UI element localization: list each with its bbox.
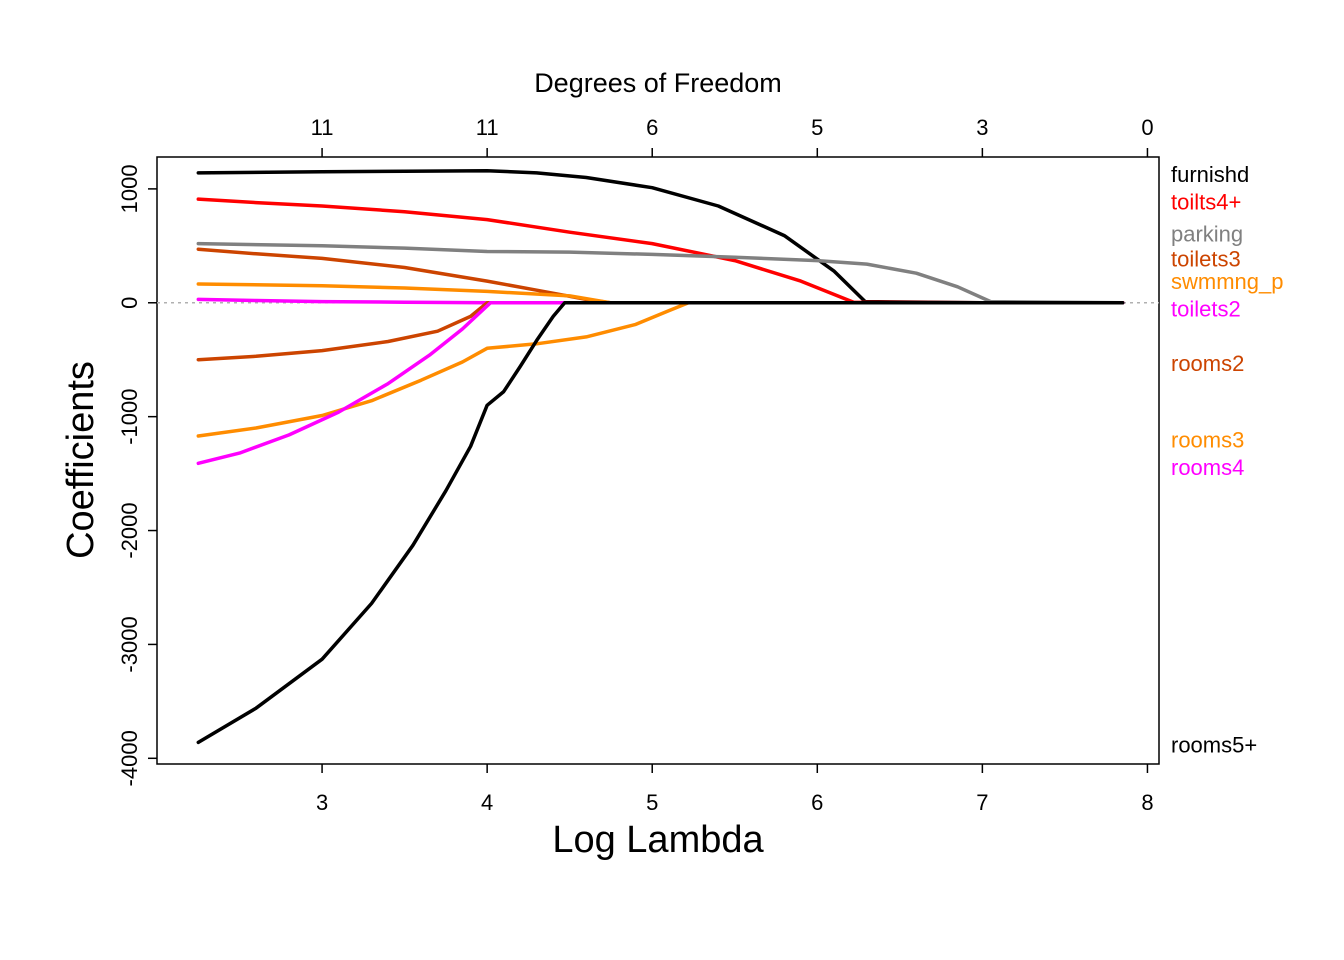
series-label-rooms2: rooms2 bbox=[1171, 351, 1244, 376]
series-label-rooms3: rooms3 bbox=[1171, 427, 1244, 452]
series-line-toilets3 bbox=[196, 247, 1125, 305]
top-tick-label: 11 bbox=[311, 115, 334, 140]
top-tick-label: 3 bbox=[976, 115, 988, 140]
series-label-toilets2: toilets2 bbox=[1171, 296, 1241, 321]
y-tick-label: 1000 bbox=[117, 164, 142, 213]
x-tick-label: 8 bbox=[1141, 790, 1153, 815]
series-label-toilts4-: toilts4+ bbox=[1171, 189, 1241, 214]
series-line-furnishd bbox=[196, 168, 1125, 305]
y-axis-title: Coefficients bbox=[60, 361, 102, 559]
x-tick-label: 5 bbox=[646, 790, 658, 815]
top-tick-label: 6 bbox=[646, 115, 658, 140]
x-tick-label: 4 bbox=[481, 790, 493, 815]
top-tick-label: 0 bbox=[1141, 115, 1153, 140]
series-line-parking bbox=[196, 241, 1125, 305]
series-label-rooms5-: rooms5+ bbox=[1171, 733, 1257, 758]
top-tick-label: 5 bbox=[811, 115, 823, 140]
x-tick-label: 3 bbox=[316, 790, 328, 815]
plot-frame bbox=[156, 156, 1160, 765]
top-axis-title: Degrees of Freedom bbox=[534, 68, 782, 98]
series-line-rooms3 bbox=[196, 301, 1125, 438]
x-axis-title: Log Lambda bbox=[552, 819, 764, 861]
y-tick-label: 0 bbox=[117, 297, 142, 309]
series-label-rooms4: rooms4 bbox=[1171, 455, 1244, 480]
series-line-rooms4 bbox=[196, 301, 1125, 466]
y-tick-label: -1000 bbox=[117, 389, 142, 445]
x-tick-label: 6 bbox=[811, 790, 823, 815]
x-tick-label: 7 bbox=[976, 790, 988, 815]
series-label-parking: parking bbox=[1171, 221, 1243, 246]
series-line-rooms2 bbox=[196, 301, 1125, 362]
series-label-swmmng-p: swmmng_p bbox=[1171, 269, 1283, 294]
axes: 3 4 5 6 7 8 11 11 6 5 3 0 -4000 -3000 -2000 -1000 0 1000 bbox=[117, 115, 1160, 815]
series-lines bbox=[196, 168, 1125, 745]
y-tick-label: -4000 bbox=[117, 730, 142, 786]
series-label-furnishd: furnishd bbox=[1171, 162, 1249, 187]
series-label-toilets3: toilets3 bbox=[1171, 246, 1241, 271]
y-tick-label: -2000 bbox=[117, 502, 142, 558]
series-line-rooms5- bbox=[196, 301, 1125, 745]
y-tick-label: -3000 bbox=[117, 616, 142, 672]
top-tick-label: 11 bbox=[476, 115, 499, 140]
